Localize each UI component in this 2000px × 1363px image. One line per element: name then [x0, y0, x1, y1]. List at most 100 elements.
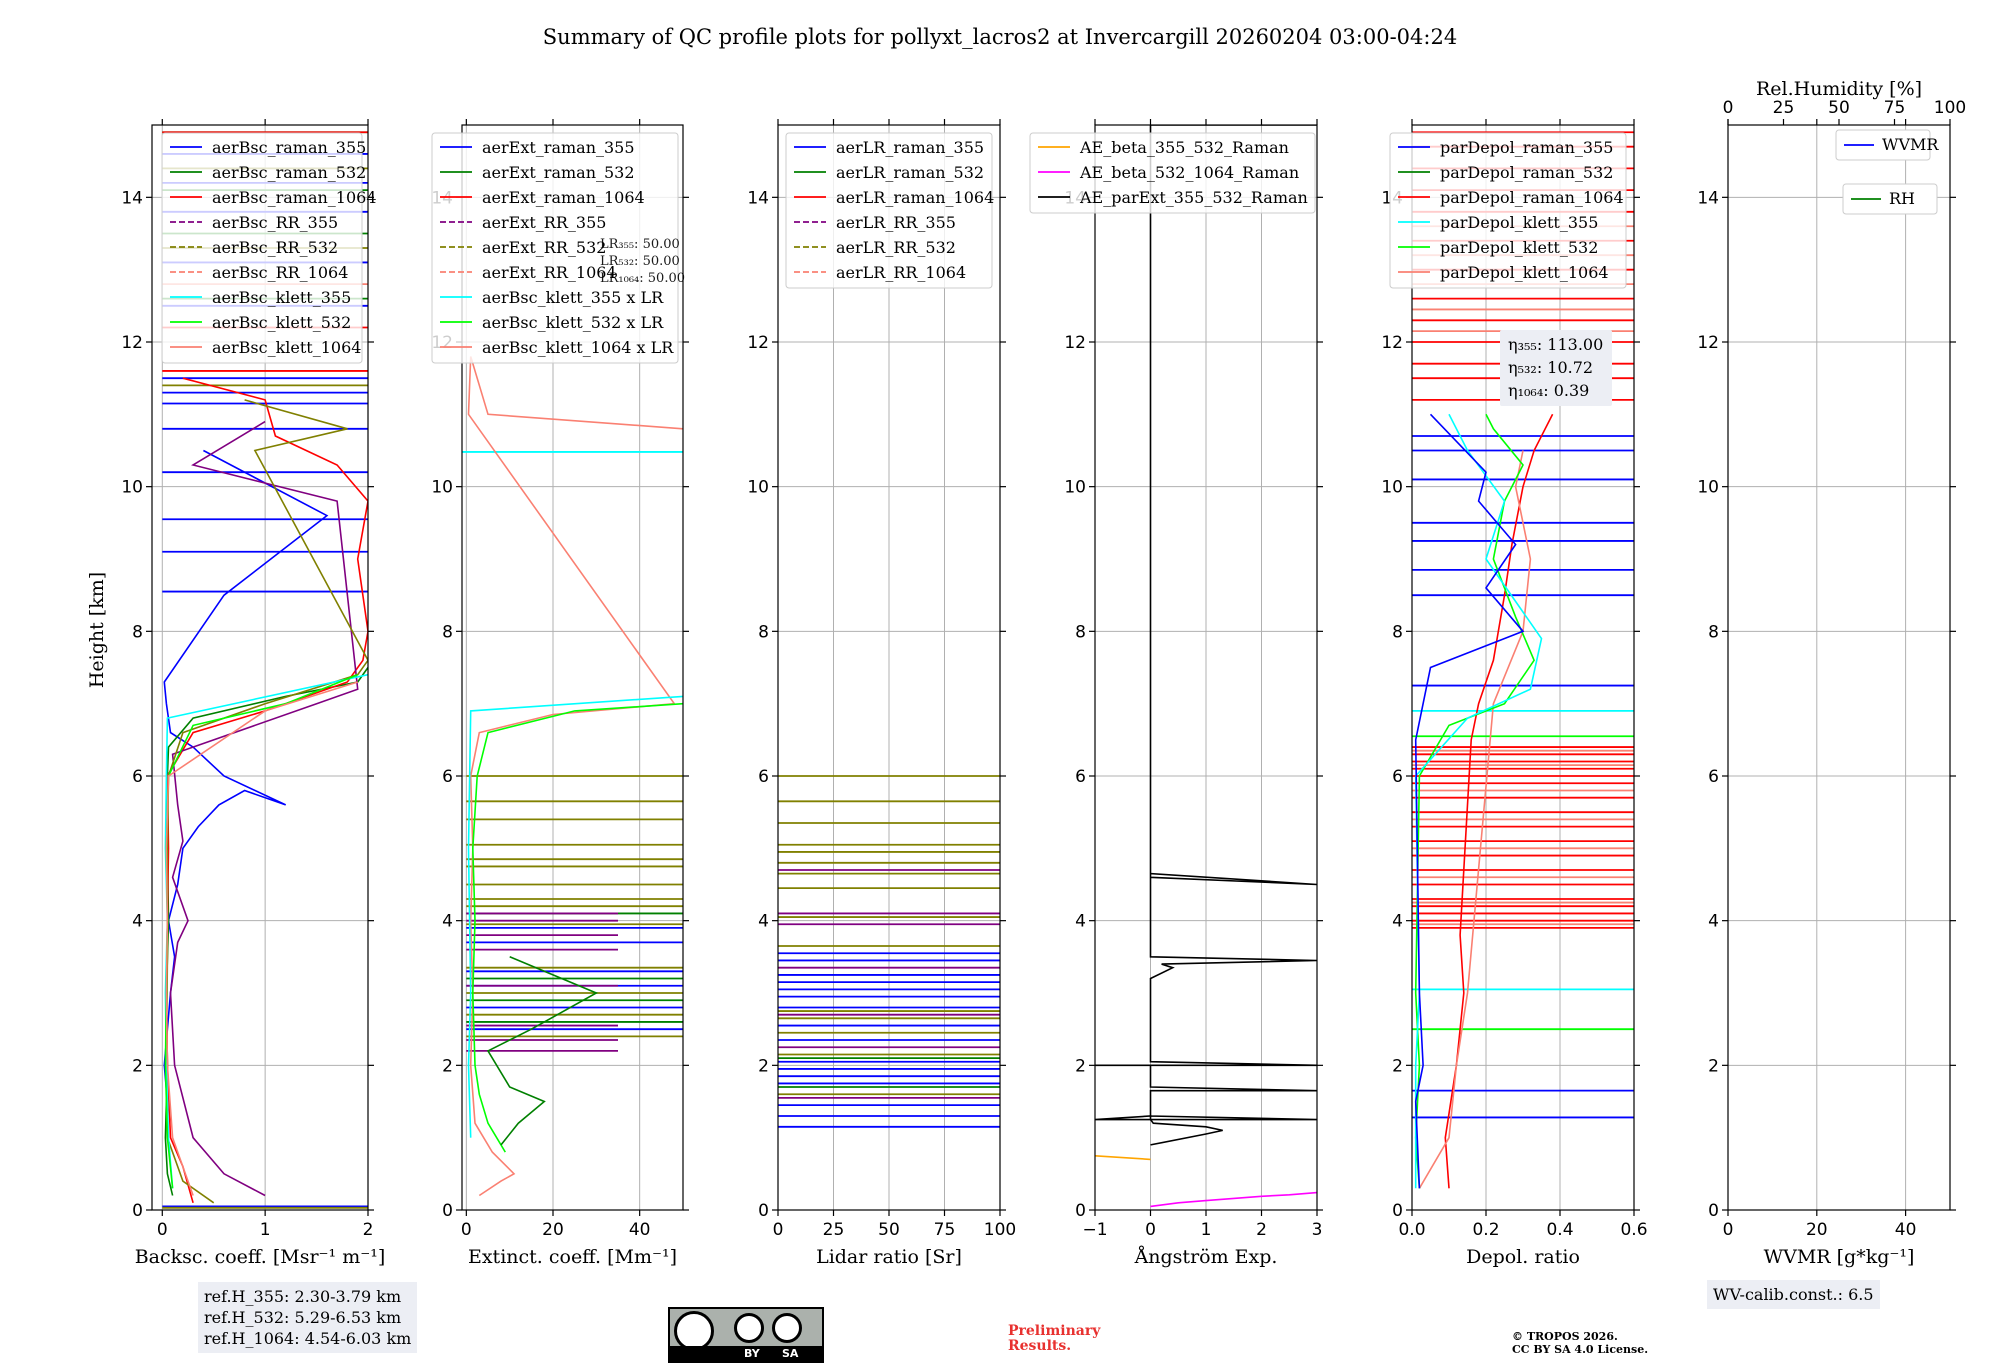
legend-label: aerLR_raman_532 [836, 163, 984, 182]
legend-label: aerBsc_RR_1064 [212, 263, 348, 282]
ytick-label: 6 [1075, 767, 1086, 787]
legend-label: aerExt_raman_1064 [482, 188, 645, 207]
legend-label: aerExt_raman_355 [482, 138, 635, 157]
plot-frame [1411, 124, 1635, 1211]
legend-label: aerExt_RR_1064 [482, 263, 617, 282]
legend-label: aerLR_raman_355 [836, 138, 984, 157]
legend-label: aerBsc_raman_355 [212, 138, 366, 157]
ytick-label: 0 [1708, 1201, 1719, 1221]
legend-label: parDepol_raman_355 [1440, 138, 1613, 157]
panel-2: 0246810121402040Extinct. coeff. [Mm⁻¹]ae… [431, 119, 689, 1268]
lidar-ratio-annotation: LR₃₅₅: 50.00 LR₅₃₂: 50.00 LR₁₀₆₄: 50.00 [600, 237, 685, 286]
x-axis-label: WVMR [g*kg⁻¹] [1764, 1246, 1915, 1268]
series-aerBsc_klett_532 x LR [471, 702, 683, 1153]
ytick-label: 8 [1075, 622, 1086, 642]
cc-icon [674, 1311, 714, 1351]
legend: WVMR RH [1835, 129, 1939, 215]
legend-label: aerBsc_raman_1064 [212, 188, 377, 207]
series-aerBsc_klett_532 [164, 673, 358, 1189]
series-aerExt_raman_532 [486, 956, 599, 1146]
ytick-label: 4 [1708, 912, 1719, 932]
legend-label: AE_beta_355_532_Raman [1079, 138, 1289, 157]
plot-frame [151, 124, 369, 1211]
legend-label: aerExt_raman_532 [482, 163, 635, 182]
xtick-top-label: 25 [1773, 98, 1795, 118]
legend-label: aerLR_raman_1064 [836, 188, 994, 207]
x-axis-label-top: Rel.Humidity [%] [1756, 78, 1922, 100]
legend-label: parDepol_klett_1064 [1440, 263, 1609, 282]
ytick-label: 4 [758, 912, 769, 932]
panel-3: 0 2 4 6 8 10 12 14 0 25 50 75 100 Lidar ratio [Sr] aer… [747, 119, 1016, 1268]
legend-label: aerExt_RR_532 [482, 238, 606, 257]
data-layer [1412, 131, 1634, 1189]
x-axis-label: Backsc. coeff. [Msr⁻¹ m⁻¹] [135, 1246, 386, 1268]
lr-annotation-line: LR₃₅₅: 50.00 [600, 237, 680, 252]
legend: aerLR_raman_355 aerLR_raman_532 aerLR_rama… [785, 132, 994, 289]
ytick-label: 4 [1075, 912, 1086, 932]
xtick-label: 0 [157, 1220, 168, 1240]
ytick-label: 0 [758, 1201, 769, 1221]
eta-line: η₃₅₅: 113.00 [1508, 335, 1603, 354]
xtick-label: 100 [984, 1220, 1016, 1240]
xtick-label: 1 [1201, 1220, 1212, 1240]
ytick-label: 2 [1075, 1056, 1086, 1076]
ytick-label: 2 [758, 1056, 769, 1076]
copyright-line-1: © TROPOS 2026. [1512, 1330, 1618, 1343]
ytick-label: 2 [132, 1056, 143, 1076]
figure-title: Summary of QC profile plots for pollyxt_… [543, 25, 1457, 49]
ref-h-1064: ref.H_1064: 4.54-6.03 km [204, 1329, 412, 1348]
series-parDepol_raman_355 [1414, 413, 1525, 1189]
cc-badge-bar [670, 1346, 822, 1361]
ytick-label: 14 [1697, 188, 1719, 208]
ytick-label: 6 [442, 767, 453, 787]
x-axis-label: Ångström Exp. [1134, 1246, 1278, 1268]
ytick-label: 8 [758, 622, 769, 642]
ytick-label: 2 [1392, 1056, 1403, 1076]
preliminary-results-note: Preliminary Results. [1008, 1324, 1100, 1354]
cc-by-label: BY [744, 1347, 760, 1360]
xtick-label: 20 [542, 1220, 564, 1240]
preliminary-line-1: Preliminary [1008, 1323, 1101, 1339]
eta-line: η₁₀₆₄: 0.39 [1508, 381, 1589, 400]
x-axis-label: Extinct. coeff. [Mm⁻¹] [468, 1246, 677, 1268]
series-aerBsc_klett_1064 [165, 681, 358, 1196]
plot-frame [461, 124, 684, 1211]
ytick-label: 10 [747, 478, 769, 498]
ytick-label: 0 [1392, 1201, 1403, 1221]
data-layer [778, 775, 1000, 1128]
series-parDepol_klett_532 [1414, 413, 1536, 1189]
xtick-label: 50 [878, 1220, 900, 1240]
sa-recycle-icon [772, 1313, 802, 1343]
ytick-label: 10 [431, 478, 453, 498]
xtick-label: 0.2 [1472, 1220, 1499, 1240]
ref-h-532: ref.H_532: 5.29-6.53 km [204, 1308, 402, 1327]
legend-label: aerBsc_klett_532 [212, 313, 351, 332]
series-AE_beta_355_532_Raman [1095, 1155, 1151, 1161]
legend-box [785, 132, 993, 289]
xtick-label: 0.0 [1398, 1220, 1425, 1240]
legend-label: aerBsc_RR_355 [212, 213, 338, 232]
xtick-label: 20 [1806, 1220, 1828, 1240]
legend-box [1835, 129, 1931, 161]
xtick-label: 0.4 [1546, 1220, 1573, 1240]
ytick-label: 14 [747, 188, 769, 208]
panel-6: 0 2 4 6 8 10 12 14 0 20 40 WVMR [g*kg⁻¹] 0 25 50 75 100 R… [1697, 78, 1966, 1268]
series-AE_beta_532_1064_Raman [1150, 1191, 1317, 1208]
lr-annotation-line: LR₅₃₂: 50.00 [600, 254, 680, 269]
series-aerBsc_RR_355 [169, 420, 359, 1197]
ytick-label: 4 [132, 912, 143, 932]
series-parDepol_klett_1064 [1418, 450, 1532, 1189]
wv-calibration-note: WV-calib.const.: 6.5 [1707, 1280, 1880, 1309]
ytick-label: 12 [1381, 333, 1403, 353]
ytick-label: 6 [1708, 767, 1719, 787]
legend: aerExt_raman_355 aerExt_raman_532 aerExt_r… [431, 132, 679, 364]
xtick-label: 0.6 [1620, 1220, 1647, 1240]
xtick-label: 0 [1723, 1220, 1734, 1240]
legend-label: aerBsc_raman_532 [212, 163, 366, 182]
legend-label: aerBsc_RR_532 [212, 238, 338, 257]
copyright-line-2: CC BY SA 4.0 License. [1512, 1343, 1649, 1356]
